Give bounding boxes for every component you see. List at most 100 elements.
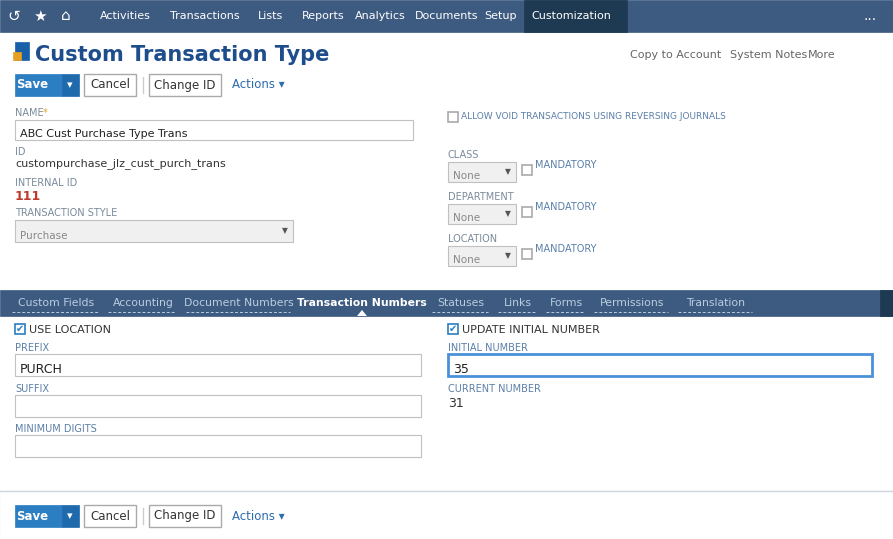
Bar bbox=[0, 32, 893, 312]
Text: Save: Save bbox=[16, 509, 48, 522]
Text: Custom Fields: Custom Fields bbox=[18, 298, 94, 308]
Text: Permissions: Permissions bbox=[600, 298, 664, 308]
Bar bbox=[448, 324, 458, 334]
Bar bbox=[448, 246, 516, 266]
Text: NAME: NAME bbox=[15, 108, 44, 118]
Bar bbox=[149, 505, 221, 527]
Text: 31: 31 bbox=[448, 397, 463, 410]
Bar bbox=[15, 505, 62, 527]
Bar bbox=[448, 204, 516, 224]
Text: Translation: Translation bbox=[687, 298, 746, 308]
Text: Change ID: Change ID bbox=[154, 79, 216, 92]
Text: None: None bbox=[453, 213, 480, 223]
Text: Setup: Setup bbox=[484, 11, 516, 21]
Text: ⌂: ⌂ bbox=[62, 9, 71, 24]
Bar bbox=[62, 505, 79, 527]
Bar bbox=[62, 74, 79, 96]
Text: More: More bbox=[808, 50, 836, 60]
Text: Actions ▾: Actions ▾ bbox=[232, 509, 285, 522]
Bar bbox=[524, 0, 627, 32]
Text: DEPARTMENT: DEPARTMENT bbox=[448, 192, 513, 202]
Bar bbox=[448, 162, 516, 182]
Bar bbox=[149, 74, 221, 96]
Text: System Notes: System Notes bbox=[730, 50, 807, 60]
Text: ✔: ✔ bbox=[16, 324, 24, 334]
Bar bbox=[880, 290, 893, 316]
Text: ABC Cust Purchase Type Trans: ABC Cust Purchase Type Trans bbox=[20, 129, 188, 140]
Bar bbox=[0, 490, 893, 539]
Text: ▼: ▼ bbox=[505, 252, 511, 260]
Bar bbox=[15, 120, 413, 140]
Text: ID: ID bbox=[15, 147, 26, 157]
Text: Customization: Customization bbox=[531, 11, 611, 21]
Text: Custom Transaction Type: Custom Transaction Type bbox=[35, 45, 330, 65]
Bar bbox=[448, 354, 872, 376]
Text: Accounting: Accounting bbox=[113, 298, 173, 308]
Text: Cancel: Cancel bbox=[90, 509, 130, 522]
Text: CURRENT NUMBER: CURRENT NUMBER bbox=[448, 384, 541, 394]
Bar bbox=[15, 395, 421, 417]
Text: None: None bbox=[453, 255, 480, 265]
Text: ALLOW VOID TRANSACTIONS USING REVERSING JOURNALS: ALLOW VOID TRANSACTIONS USING REVERSING … bbox=[461, 112, 726, 121]
Text: ▾: ▾ bbox=[67, 511, 73, 521]
Text: PREFIX: PREFIX bbox=[15, 343, 49, 353]
Bar bbox=[13, 52, 21, 60]
Text: Actions ▾: Actions ▾ bbox=[232, 79, 285, 92]
Bar bbox=[84, 505, 136, 527]
Text: Purchase: Purchase bbox=[20, 231, 68, 241]
Text: Copy to Account: Copy to Account bbox=[630, 50, 722, 60]
Bar bbox=[522, 207, 532, 217]
Text: MANDATORY: MANDATORY bbox=[535, 160, 597, 170]
Text: 35: 35 bbox=[453, 363, 469, 376]
Bar bbox=[84, 74, 136, 96]
Text: Cancel: Cancel bbox=[90, 79, 130, 92]
Text: Forms: Forms bbox=[549, 298, 582, 308]
Text: None: None bbox=[453, 171, 480, 182]
Text: ★: ★ bbox=[33, 9, 46, 24]
Bar bbox=[448, 112, 458, 122]
Text: UPDATE INITIAL NUMBER: UPDATE INITIAL NUMBER bbox=[462, 325, 600, 335]
Text: Analytics: Analytics bbox=[355, 11, 405, 21]
Text: Links: Links bbox=[504, 298, 532, 308]
Text: SUFFIX: SUFFIX bbox=[15, 384, 49, 394]
Text: LOCATION: LOCATION bbox=[448, 234, 497, 244]
Text: Document Numbers: Document Numbers bbox=[184, 298, 294, 308]
Text: Change ID: Change ID bbox=[154, 509, 216, 522]
Bar bbox=[15, 74, 62, 96]
Text: Lists: Lists bbox=[258, 11, 283, 21]
Text: ↺: ↺ bbox=[8, 9, 21, 24]
Text: custompurchase_jlz_cust_purch_trans: custompurchase_jlz_cust_purch_trans bbox=[15, 158, 226, 169]
Text: Activities: Activities bbox=[100, 11, 151, 21]
Bar bbox=[0, 316, 893, 490]
Text: MANDATORY: MANDATORY bbox=[535, 244, 597, 254]
Bar bbox=[15, 220, 293, 242]
Text: Transactions: Transactions bbox=[170, 11, 239, 21]
Text: CLASS: CLASS bbox=[448, 150, 480, 160]
Text: ▼: ▼ bbox=[282, 226, 288, 236]
Text: ▼: ▼ bbox=[505, 210, 511, 218]
Bar bbox=[15, 42, 29, 60]
Bar bbox=[15, 324, 25, 334]
Text: ✔: ✔ bbox=[449, 324, 457, 334]
Bar bbox=[522, 165, 532, 175]
Text: 111: 111 bbox=[15, 190, 41, 203]
Text: Documents: Documents bbox=[415, 11, 479, 21]
Bar bbox=[0, 0, 893, 32]
Text: Save: Save bbox=[16, 79, 48, 92]
Bar bbox=[0, 490, 893, 539]
Bar bbox=[522, 249, 532, 259]
Polygon shape bbox=[357, 310, 367, 316]
Bar bbox=[0, 290, 893, 316]
Text: Transaction Numbers: Transaction Numbers bbox=[297, 298, 427, 308]
Text: USE LOCATION: USE LOCATION bbox=[29, 325, 111, 335]
Text: INITIAL NUMBER: INITIAL NUMBER bbox=[448, 343, 528, 353]
Bar bbox=[15, 435, 421, 457]
Text: INTERNAL ID: INTERNAL ID bbox=[15, 178, 78, 188]
Text: PURCH: PURCH bbox=[20, 363, 63, 376]
Text: ...: ... bbox=[864, 9, 877, 23]
Text: Statuses: Statuses bbox=[438, 298, 485, 308]
Bar bbox=[15, 354, 421, 376]
Text: ▼: ▼ bbox=[505, 168, 511, 176]
Text: TRANSACTION STYLE: TRANSACTION STYLE bbox=[15, 208, 117, 218]
Text: MANDATORY: MANDATORY bbox=[535, 202, 597, 212]
